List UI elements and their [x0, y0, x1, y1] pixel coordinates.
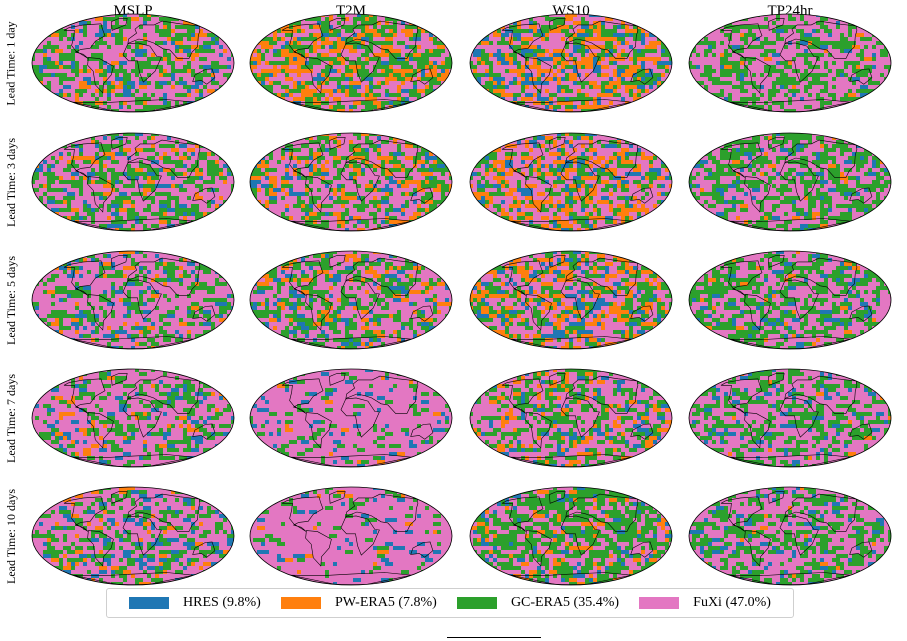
- map-panel-tp24hr-row2: [688, 132, 892, 232]
- row-label-2: Lead Time: 3 days: [2, 123, 20, 241]
- legend-swatch-gc-era5: [456, 597, 497, 609]
- legend-entry-fuxi: FuXi (47.0%): [639, 595, 771, 611]
- map-panel-ws10-row5: [469, 486, 673, 586]
- legend-entry-gc-era5: GC-ERA5 (35.4%): [456, 595, 620, 611]
- row-label-3: Lead Time: 5 days: [2, 241, 20, 359]
- row-label-text: Lead Time: 10 days: [3, 488, 18, 584]
- row-label-text: Lead Time: 7 days: [3, 373, 18, 463]
- bottom-rule: [447, 637, 541, 638]
- row-label-text: Lead Time: 5 days: [3, 255, 18, 345]
- legend-swatch-pw-era5: [280, 597, 321, 609]
- map-panel-ws10-row1: [469, 13, 673, 113]
- map-panel-mslp-row2: [31, 132, 235, 232]
- map-panel-ws10-row3: [469, 250, 673, 350]
- legend-entry-hres: HRES (9.8%): [129, 595, 261, 611]
- legend: HRES (9.8%) PW-ERA5 (7.8%) GC-ERA5 (35.4…: [106, 588, 794, 618]
- legend-label-pw-era5: PW-ERA5 (7.8%): [334, 595, 437, 610]
- row-label-text: Lead Time: 3 days: [3, 137, 18, 227]
- legend-swatch-hres: [129, 597, 170, 609]
- map-panel-tp24hr-row3: [688, 250, 892, 350]
- map-panel-t2m-row4: [249, 368, 453, 468]
- map-panel-ws10-row4: [469, 368, 673, 468]
- map-panel-t2m-row2: [249, 132, 453, 232]
- map-panel-tp24hr-row1: [688, 13, 892, 113]
- row-label-4: Lead Time: 7 days: [2, 359, 20, 477]
- legend-entry-pw-era5: PW-ERA5 (7.8%): [280, 595, 437, 611]
- map-panel-ws10-row2: [469, 132, 673, 232]
- map-panel-mslp-row1: [31, 13, 235, 113]
- map-panel-t2m-row5: [249, 486, 453, 586]
- row-label-5: Lead Time: 10 days: [2, 477, 20, 595]
- row-label-1: Lead Time: 1 day: [2, 4, 20, 122]
- legend-label-gc-era5: GC-ERA5 (35.4%): [510, 595, 620, 610]
- map-panel-mslp-row4: [31, 368, 235, 468]
- legend-label-hres: HRES (9.8%): [183, 595, 261, 610]
- map-panel-tp24hr-row5: [688, 486, 892, 586]
- map-panel-t2m-row1: [249, 13, 453, 113]
- map-panel-t2m-row3: [249, 250, 453, 350]
- map-panel-mslp-row3: [31, 250, 235, 350]
- legend-swatch-fuxi: [639, 597, 680, 609]
- legend-label-fuxi: FuXi (47.0%): [693, 595, 771, 610]
- map-panel-mslp-row5: [31, 486, 235, 586]
- row-label-text: Lead Time: 1 day: [3, 20, 18, 106]
- map-panel-tp24hr-row4: [688, 368, 892, 468]
